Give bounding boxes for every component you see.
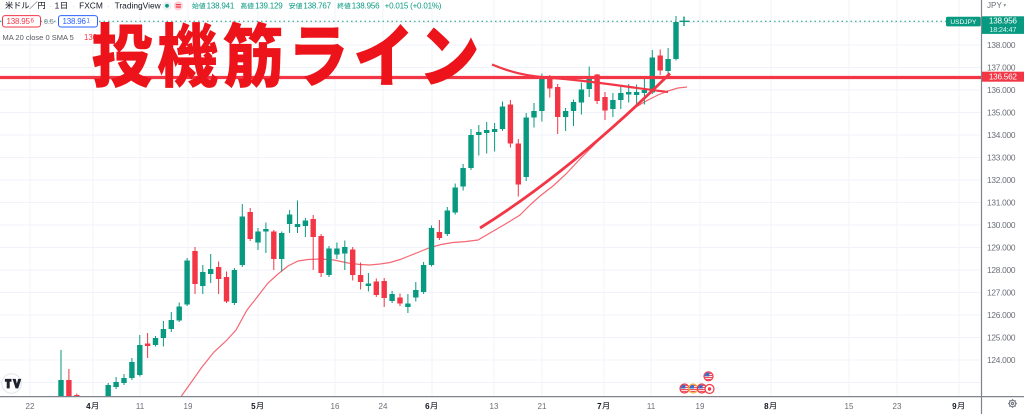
svg-text:TradingView: TradingView: [115, 0, 162, 10]
svg-text:128.000: 128.000: [987, 265, 1016, 275]
svg-text:21: 21: [538, 402, 547, 411]
svg-text:·: ·: [107, 3, 109, 10]
svg-text:138.941: 138.941: [207, 1, 235, 10]
svg-text:134.000: 134.000: [987, 130, 1016, 140]
svg-text:130.000: 130.000: [987, 220, 1016, 230]
svg-text:136.000: 136.000: [987, 85, 1016, 95]
svg-text:USDJPY: USDJPY: [950, 19, 977, 26]
svg-text:+0.015 (+0.01%): +0.015 (+0.01%): [385, 1, 442, 10]
svg-text:5: 5: [251, 402, 256, 411]
svg-text:133.000: 133.000: [987, 152, 1016, 162]
svg-text:16: 16: [331, 402, 340, 411]
svg-text:JPY: JPY: [987, 1, 1002, 10]
svg-text:19: 19: [184, 402, 193, 411]
svg-text:18:24:47: 18:24:47: [989, 25, 1016, 34]
svg-text:9: 9: [952, 402, 957, 411]
svg-text:·: ·: [49, 3, 51, 10]
svg-text:·: ·: [73, 3, 75, 10]
svg-text:6: 6: [425, 402, 430, 411]
svg-text:124.000: 124.000: [987, 355, 1016, 365]
svg-text:139.129: 139.129: [255, 1, 283, 10]
svg-text:138.956: 138.956: [989, 17, 1018, 26]
svg-text:132.000: 132.000: [987, 175, 1016, 185]
svg-text:MA 20 close 0 SMA 5: MA 20 close 0 SMA 5: [3, 33, 74, 42]
svg-text:22: 22: [26, 402, 35, 411]
svg-text:135.000: 135.000: [987, 107, 1016, 117]
svg-text:1: 1: [87, 17, 91, 24]
svg-text:15: 15: [845, 402, 854, 411]
svg-text:138.956: 138.956: [352, 1, 380, 10]
svg-text:7: 7: [597, 402, 602, 411]
svg-text:23: 23: [893, 402, 902, 411]
svg-text:129.000: 129.000: [987, 242, 1016, 252]
svg-text:24: 24: [379, 402, 388, 411]
svg-text:138.95: 138.95: [7, 17, 31, 26]
svg-text:19: 19: [696, 402, 705, 411]
svg-text:13: 13: [490, 402, 499, 411]
svg-text:131.000: 131.000: [987, 197, 1016, 207]
svg-text:126.000: 126.000: [987, 310, 1016, 320]
svg-text:0.5: 0.5: [44, 19, 54, 26]
svg-text:FXCM: FXCM: [79, 0, 103, 10]
svg-text:125.000: 125.000: [987, 332, 1016, 342]
svg-text:4: 4: [86, 402, 91, 411]
svg-text:138.000: 138.000: [987, 40, 1016, 50]
svg-text:127.000: 127.000: [987, 287, 1016, 297]
svg-text:8: 8: [764, 402, 769, 411]
svg-text:1: 1: [55, 0, 60, 10]
svg-text:11: 11: [136, 402, 145, 411]
svg-text:11: 11: [647, 402, 656, 411]
svg-text:137.000: 137.000: [987, 62, 1016, 72]
svg-text:138.767: 138.767: [303, 1, 331, 10]
svg-text:6: 6: [31, 17, 35, 24]
svg-text:136.562: 136.562: [989, 73, 1018, 82]
svg-text:138.96: 138.96: [63, 17, 87, 26]
